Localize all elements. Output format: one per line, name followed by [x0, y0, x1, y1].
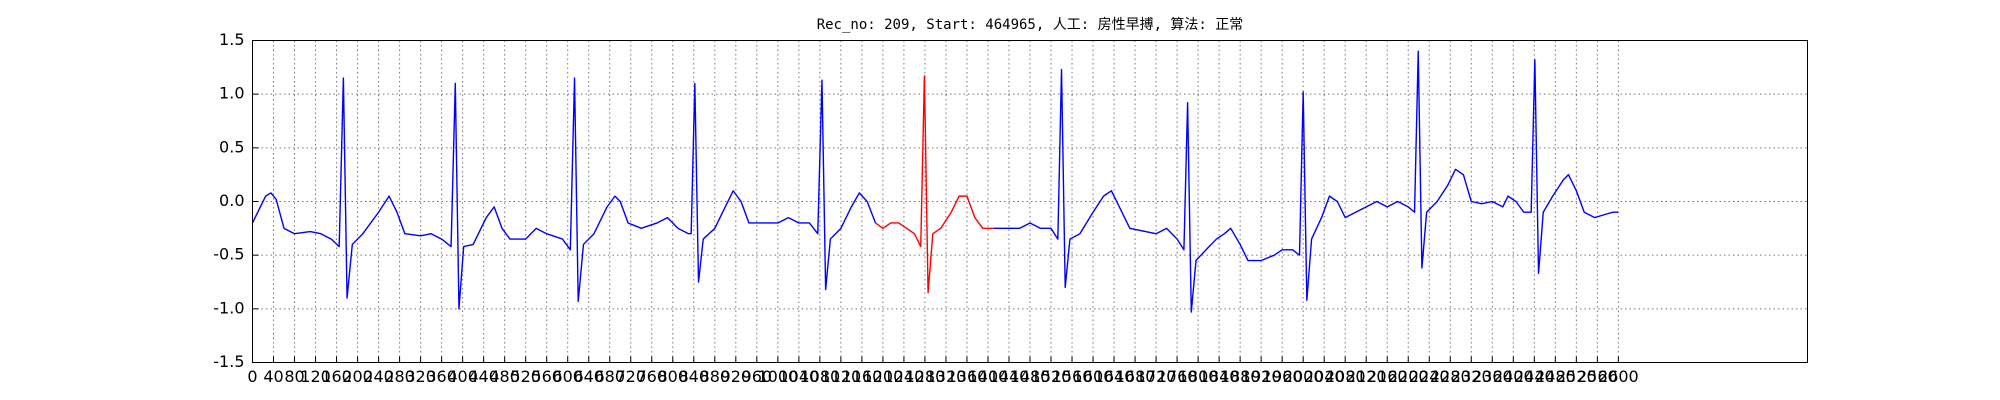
x-tick-label: 2360	[1472, 367, 1513, 386]
x-tick-label: 2600	[1598, 367, 1639, 386]
x-tick-label: 680	[594, 367, 625, 386]
x-tick-label: 1280	[905, 367, 946, 386]
x-tick-label: 1360	[947, 367, 988, 386]
x-tick-label: 1480	[1010, 367, 1051, 386]
x-tick-label: 1320	[926, 367, 967, 386]
ecg-line	[875, 75, 994, 294]
x-tick-label: 2480	[1535, 367, 1576, 386]
x-tick-label: 1600	[1073, 367, 1114, 386]
x-tick-label: 2080	[1325, 367, 1366, 386]
x-tick-label: 1760	[1157, 367, 1198, 386]
x-tick-label: 880	[700, 367, 731, 386]
x-tick-label: 1720	[1136, 367, 1177, 386]
x-tick-label: 1640	[1094, 367, 1135, 386]
x-tick-label: 80	[284, 367, 304, 386]
x-tick-label: 440	[468, 367, 499, 386]
x-tick-label: 840	[679, 367, 710, 386]
x-tick-label: 1080	[800, 367, 841, 386]
x-tick-label: 280	[384, 367, 415, 386]
x-tick-label: 40	[263, 367, 283, 386]
x-tick-label: 2040	[1304, 367, 1345, 386]
x-tick-label: 2560	[1577, 367, 1618, 386]
x-tick-label: 160	[321, 367, 352, 386]
x-tick-label: 1800	[1178, 367, 1219, 386]
x-tick-label: 2160	[1367, 367, 1408, 386]
plot-frame	[252, 40, 1808, 363]
x-tick-label: 1000	[757, 367, 798, 386]
x-tick-label: 520	[510, 367, 541, 386]
x-tick-label: 0	[247, 367, 257, 386]
x-tick-label: 120	[300, 367, 331, 386]
x-tick-label: 2440	[1514, 367, 1555, 386]
x-tick-label: 1920	[1241, 367, 1282, 386]
x-tick-label: 1400	[968, 367, 1009, 386]
y-tick-label: 0.5	[219, 137, 244, 156]
x-tick-label: 2280	[1430, 367, 1471, 386]
grid	[252, 40, 1808, 363]
x-tick-label: 800	[657, 367, 688, 386]
x-tick-label: 1240	[884, 367, 925, 386]
x-tick-label: 480	[489, 367, 520, 386]
x-tick-label: 2320	[1451, 367, 1492, 386]
x-tick-label: 600	[552, 367, 583, 386]
y-tick-label: -1.0	[213, 298, 244, 317]
x-tick-label: 200	[342, 367, 373, 386]
x-tick-label: 2400	[1493, 367, 1534, 386]
y-tick-label: 1.5	[219, 30, 244, 49]
x-tick-label: 1880	[1220, 367, 1261, 386]
x-tick-label: 2520	[1556, 367, 1597, 386]
x-tick-label: 1440	[989, 367, 1030, 386]
x-tick-label: 560	[531, 367, 562, 386]
ecg-line	[993, 50, 1619, 313]
x-tick-label: 1960	[1262, 367, 1303, 386]
x-tick-label: 400	[447, 367, 478, 386]
x-tick-label: 1840	[1199, 367, 1240, 386]
x-tick-label: 640	[573, 367, 604, 386]
x-tick-label: 920	[721, 367, 752, 386]
chart-title: Rec_no: 209, Start: 464965, 人工: 房性早搏, 算法…	[817, 16, 1244, 33]
ecg-line	[251, 77, 877, 310]
x-tick-label: 1520	[1031, 367, 1072, 386]
x-tick-label: 360	[426, 367, 457, 386]
x-tick-label: 240	[363, 367, 394, 386]
lines	[251, 50, 1619, 313]
x-tick-label: 1200	[863, 367, 904, 386]
x-tick-label: 1120	[821, 367, 862, 386]
x-tick-label: 320	[405, 367, 436, 386]
x-tick-label: 720	[615, 367, 646, 386]
x-tick-label: 1680	[1115, 367, 1156, 386]
x-tick-label: 1560	[1052, 367, 1093, 386]
x-tick-label: 1040	[778, 367, 819, 386]
x-tick-label: 760	[636, 367, 667, 386]
x-tick-label: 2200	[1388, 367, 1429, 386]
x-tick-label: 2240	[1409, 367, 1450, 386]
y-tick-label: -0.5	[213, 245, 244, 264]
x-tick-label: 1160	[842, 367, 883, 386]
x-tick-label: 960	[742, 367, 773, 386]
y-tick-label: 0.0	[219, 191, 244, 210]
x-tick-label: 2120	[1346, 367, 1387, 386]
y-tick-label: 1.0	[219, 84, 244, 103]
x-tick-label: 2000	[1283, 367, 1324, 386]
y-tick-label: -1.5	[213, 352, 244, 371]
